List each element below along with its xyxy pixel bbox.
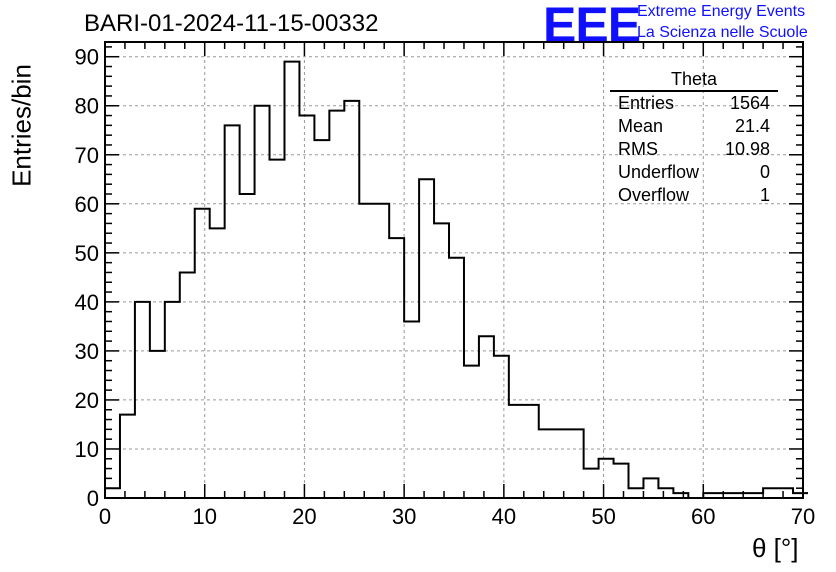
histogram-bin	[763, 488, 778, 498]
stats-label: RMS	[618, 139, 658, 159]
y-tick-label: 30	[75, 339, 99, 364]
stats-label: Entries	[618, 93, 675, 113]
stats-rows: Entries 1564 Mean 21.4 RMS 10.98 Underflow 0 Ove…	[610, 92, 778, 207]
y-tick-label: 60	[75, 192, 99, 217]
y-tick-label: 50	[75, 241, 99, 266]
eee-logo: EEE	[543, 0, 641, 53]
histogram-bin	[464, 366, 479, 498]
histogram-bin	[569, 429, 584, 498]
histogram-bin	[270, 160, 285, 498]
histogram-bin	[554, 429, 569, 498]
stats-title: Theta	[610, 68, 778, 92]
histogram-bin	[284, 62, 299, 498]
histogram-bin	[344, 101, 359, 498]
logo-line2: La Scienza nelle Scuole	[637, 24, 808, 41]
y-tick-label: 10	[75, 437, 99, 462]
stats-value: 1	[759, 185, 770, 205]
stats-label: Underflow	[618, 162, 700, 182]
x-tick-label: 60	[691, 504, 715, 529]
stats-box: Theta Entries 1564 Mean 21.4 RMS 10.98 Underfl…	[610, 68, 778, 207]
stats-row: Overflow 1	[610, 184, 778, 207]
histogram-bin	[329, 111, 344, 498]
histogram-bin	[105, 488, 120, 498]
y-tick-label: 20	[75, 388, 99, 413]
histogram-bin	[539, 429, 554, 498]
stats-row: Mean 21.4	[610, 115, 778, 138]
stats-value: 1564	[729, 93, 770, 113]
histogram-bin	[150, 351, 165, 498]
stats-value: 10.98	[724, 139, 770, 159]
stats-label: Mean	[618, 116, 664, 136]
histogram-bin	[389, 238, 404, 498]
logo-line1: Extreme Energy Events	[637, 3, 806, 20]
histogram-bin	[643, 478, 658, 498]
histogram-bin	[359, 204, 374, 498]
histogram-bin	[404, 321, 419, 498]
histogram-bin	[180, 272, 195, 498]
y-tick-label: 90	[75, 45, 99, 70]
stats-row: Underflow 0	[610, 161, 778, 184]
histogram-bin	[778, 488, 793, 498]
chart-title: BARI-01-2024-11-15-00332	[84, 10, 379, 37]
histogram-bin	[135, 302, 150, 498]
histogram-bin	[225, 125, 240, 498]
histogram-bin	[614, 464, 629, 498]
histogram-bin	[120, 415, 135, 498]
histogram-bin	[195, 209, 210, 498]
histogram-bin	[240, 194, 255, 498]
histogram-bin	[599, 459, 614, 498]
histogram-bin	[524, 405, 539, 498]
histogram-bin	[299, 116, 314, 498]
stats-row: RMS 10.98	[610, 138, 778, 161]
histogram-bin	[434, 223, 449, 498]
x-tick-label: 30	[392, 504, 416, 529]
stats-value: 21.4	[734, 116, 770, 136]
x-tick-label: 20	[292, 504, 316, 529]
stats-row: Entries 1564	[610, 92, 778, 115]
plot-frame	[104, 41, 804, 499]
y-tick-label: 0	[87, 486, 99, 511]
x-tick-label: 70	[791, 504, 815, 529]
histogram-line	[104, 60, 808, 499]
y-tick-label: 80	[75, 94, 99, 119]
stats-value: 0	[759, 162, 770, 182]
x-tick-label: 40	[492, 504, 516, 529]
x-tick-label: 10	[192, 504, 216, 529]
histogram-bin	[494, 356, 509, 498]
histogram-bin	[658, 488, 673, 498]
histogram-bin	[629, 488, 644, 498]
y-tick-label: 40	[75, 290, 99, 315]
histogram-bin	[165, 302, 180, 498]
x-tick-label: 50	[591, 504, 615, 529]
histogram-bin	[255, 106, 270, 498]
histogram-bin	[210, 228, 225, 498]
histogram-bin	[584, 469, 599, 498]
stats-label: Overflow	[618, 185, 690, 205]
y-tick-label: 70	[75, 143, 99, 168]
histogram-bin	[374, 204, 389, 498]
histogram-bin	[479, 336, 494, 498]
x-tick-label: 0	[99, 504, 111, 529]
histogram-bin	[419, 179, 434, 498]
histogram-bin	[449, 258, 464, 498]
histogram-bin	[509, 405, 524, 498]
x-axis-label: θ [°]	[752, 533, 799, 563]
histogram-bin	[314, 140, 329, 498]
